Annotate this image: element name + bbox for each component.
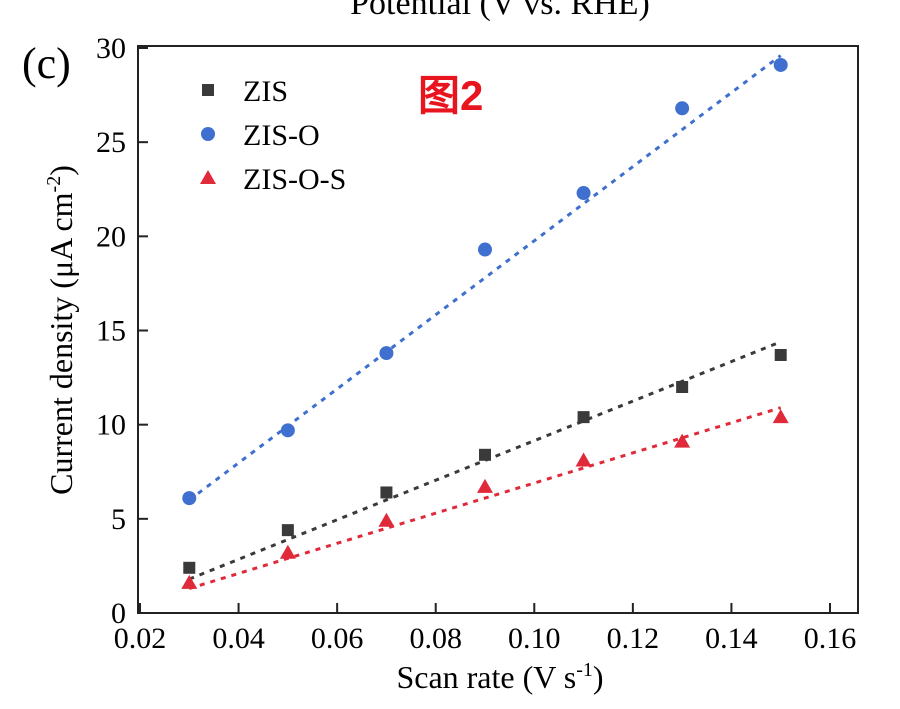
data-point-zis-o-s (674, 433, 691, 448)
data-point-zis-o (182, 491, 197, 506)
x-tick-label: 0.08 (409, 622, 462, 655)
legend-label-zis-o-s: ZIS-O-S (243, 163, 346, 196)
y-tick-label: 5 (111, 503, 126, 536)
data-point-zis (183, 561, 196, 574)
data-point-zis (676, 381, 689, 393)
legend-marker-zis-o-s (200, 170, 216, 184)
data-point-zis-o-s (378, 512, 395, 527)
data-point-zis (774, 348, 787, 361)
legend-label-zis-o: ZIS-O (243, 119, 320, 152)
data-point-zis-o (280, 423, 295, 438)
y-tick-label: 30 (96, 32, 126, 65)
panel-label: (c) (22, 39, 71, 88)
y-axis-label: Current density (μA cm-2) (43, 165, 79, 495)
legend-label-zis: ZIS (243, 75, 288, 108)
x-tick-label: 0.06 (311, 622, 364, 655)
data-point-zis-o-s (279, 544, 296, 559)
data-point-zis (479, 448, 491, 461)
annotation-label: 图2 (418, 72, 483, 119)
data-point-zis (380, 486, 393, 499)
y-tick-label: 20 (96, 220, 126, 253)
data-point-zis (577, 411, 590, 424)
data-point-zis-o (675, 101, 690, 116)
legend-marker-zis-o (201, 127, 215, 141)
data-point-zis-o-s (181, 574, 198, 589)
x-tick-label: 0.10 (508, 622, 561, 655)
data-point-zis-o (773, 57, 788, 72)
top-cut-label: Potential (V vs. RHE) (350, 0, 650, 22)
data-point-zis-o (379, 346, 394, 361)
x-tick-label: 0.16 (804, 622, 857, 655)
data-point-zis-o (478, 242, 492, 257)
legend-marker-zis (202, 84, 214, 96)
x-axis-label: Scan rate (V s-1) (396, 659, 603, 695)
y-tick-label: 25 (96, 126, 126, 159)
y-tick-label: 0 (111, 597, 126, 630)
y-tick-label: 10 (96, 409, 126, 442)
data-point-zis (281, 524, 294, 537)
y-tick-label: 15 (96, 315, 126, 348)
data-point-zis-o-s (575, 452, 592, 467)
x-tick-label: 0.04 (212, 622, 265, 655)
x-tick-label: 0.12 (607, 622, 660, 655)
data-point-zis-o-s (477, 478, 493, 493)
x-tick-label: 0.14 (705, 622, 758, 655)
data-point-zis-o-s (772, 409, 789, 424)
x-tick-label: 0.02 (114, 622, 167, 655)
data-point-zis-o (576, 186, 591, 201)
